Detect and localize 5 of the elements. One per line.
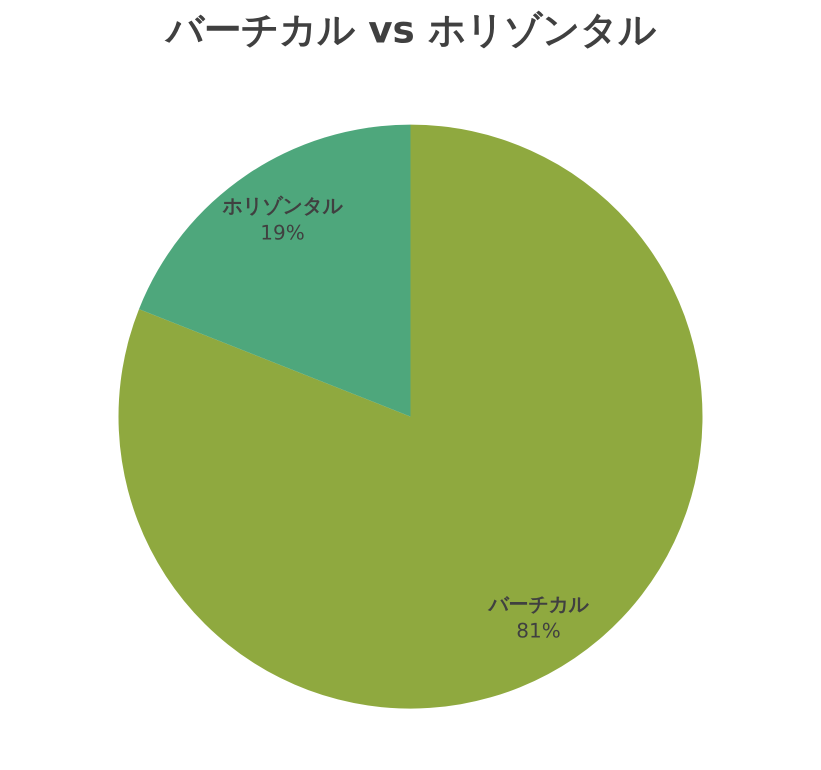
data-label: 19% (260, 220, 305, 244)
data-label: 81% (516, 618, 561, 643)
slice-label: バーチカル (488, 592, 590, 616)
slice-label: ホリゾンタル (221, 193, 344, 218)
chart-title: バーチカル vs ホリゾンタル (164, 8, 656, 52)
